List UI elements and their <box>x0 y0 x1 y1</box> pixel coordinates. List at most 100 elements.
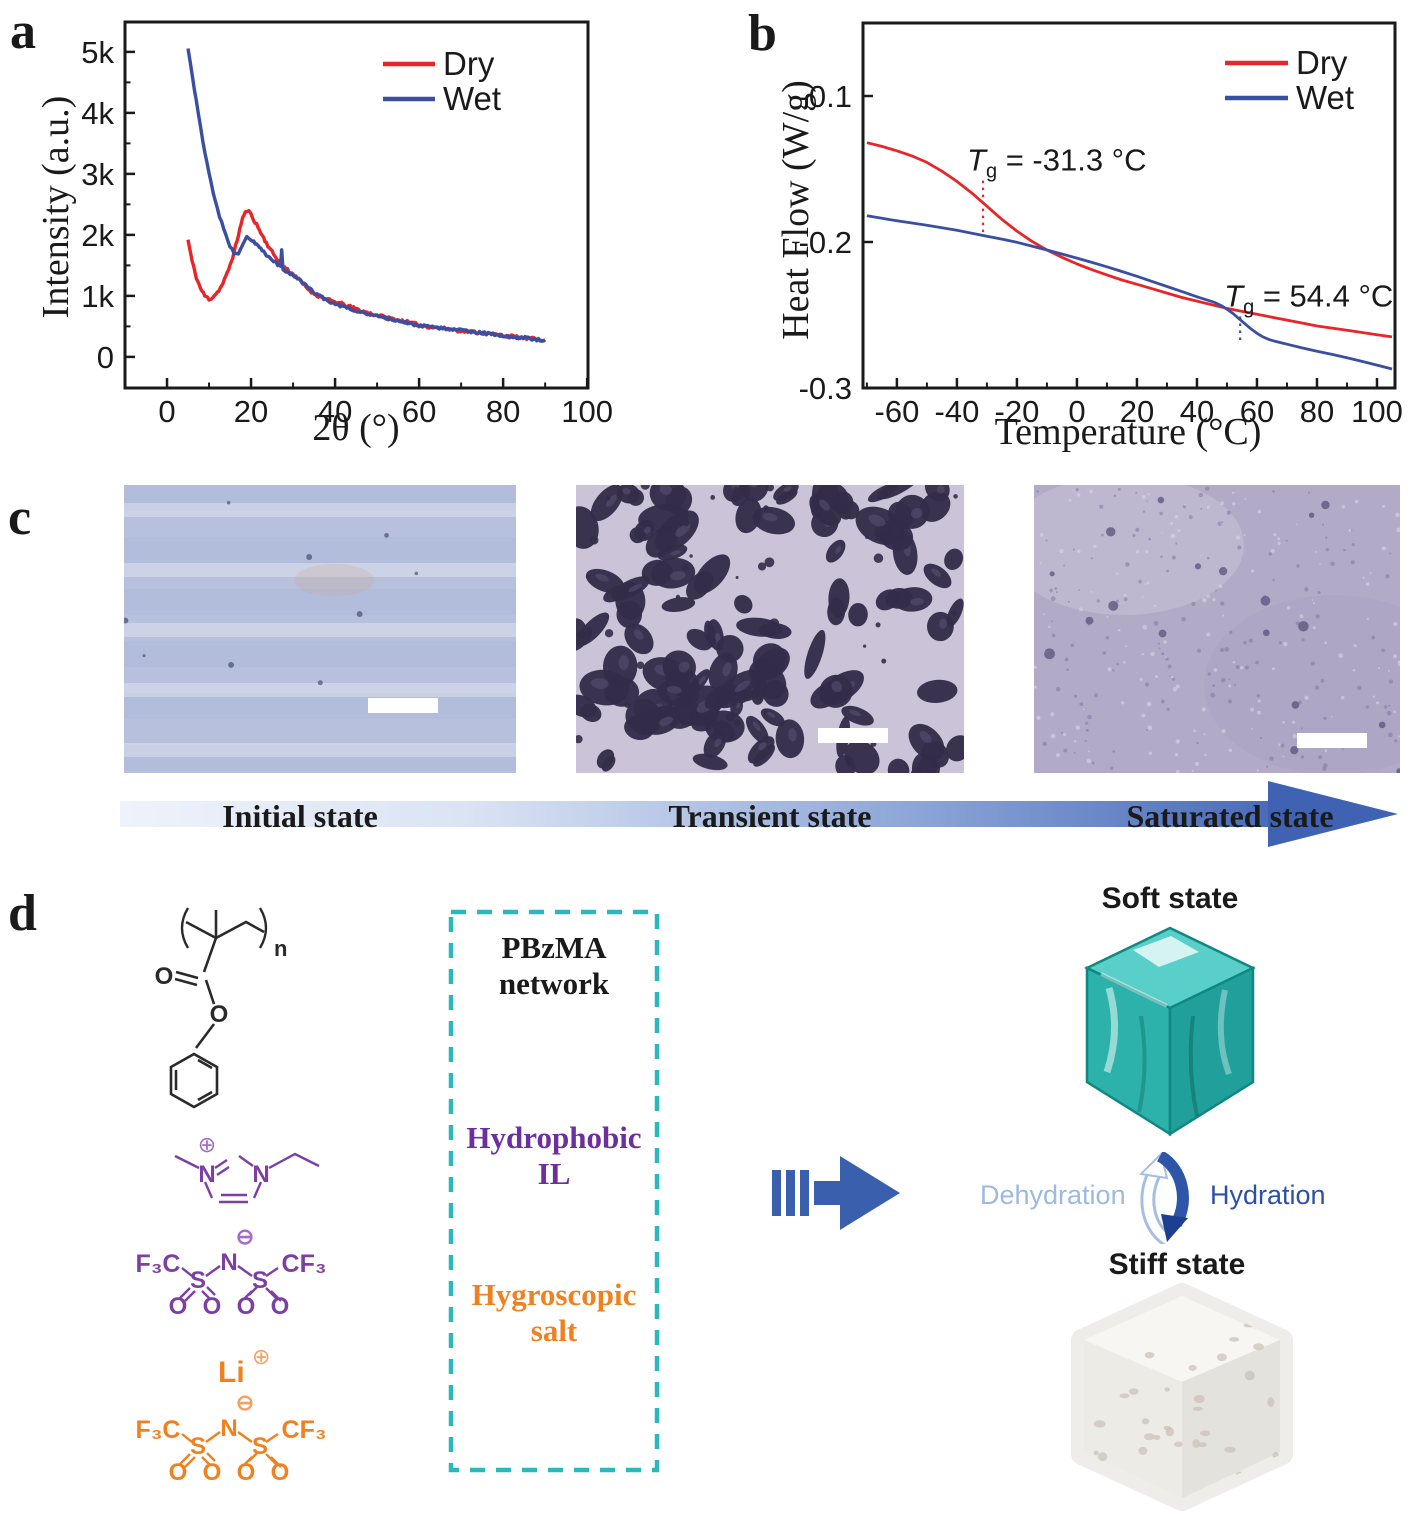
label-pbzma-line1: PBzMA <box>501 930 607 965</box>
soft-state-title: Soft state <box>1101 882 1239 915</box>
scale-bar <box>1297 733 1367 748</box>
svg-text:0: 0 <box>97 340 114 375</box>
svg-text:Tg = 54.4 °C: Tg = 54.4 °C <box>1224 278 1393 318</box>
svg-text:Dry: Dry <box>443 45 495 82</box>
tfsi-atom-cf3: CF₃ <box>282 1416 327 1444</box>
tfsi-atom-n: N <box>220 1249 237 1276</box>
state-transition-arrowhead-icon <box>1268 781 1398 847</box>
svg-text:-20: -20 <box>995 394 1040 429</box>
label-il-line1: Hydrophobic <box>466 1120 642 1155</box>
stiff-state-cube <box>1071 1283 1293 1511</box>
dsc-y-axis-label: Heat Flow (W/g) <box>775 80 817 340</box>
svg-text:3k: 3k <box>81 157 114 192</box>
svg-text:80: 80 <box>486 394 520 429</box>
lithium-cation-structure: Li ⊕ <box>218 1344 270 1389</box>
svg-text:20: 20 <box>1120 394 1154 429</box>
svg-text:0: 0 <box>1068 394 1085 429</box>
tfsi-atom-minus: ⊖ <box>236 1392 254 1415</box>
imidazolium-cation-structure: N N ⊕ <box>174 1136 320 1204</box>
svg-text:Wet: Wet <box>1296 79 1354 116</box>
dehydration-label: Dehydration <box>980 1180 1126 1210</box>
svg-text:Dry: Dry <box>1296 44 1348 81</box>
svg-text:-0.2: -0.2 <box>799 225 852 260</box>
dsc-chart: -60 -40 -20 0 20 40 60 80 100 -0.1 -0.2 -0.3 Tg = -3… <box>799 21 1403 429</box>
svg-text:-40: -40 <box>935 394 980 429</box>
svg-text:100: 100 <box>561 394 613 429</box>
label-pbzma-line2: network <box>498 966 610 1001</box>
label-salt-line2: salt <box>530 1313 578 1348</box>
pbzma-monomer-structure: O O n <box>155 907 287 1109</box>
tfsi-atom-s1: S <box>190 1433 206 1460</box>
label-salt-line1: Hygroscopic <box>471 1277 637 1312</box>
micrograph-initial-state <box>124 485 516 773</box>
svg-text:20: 20 <box>234 394 268 429</box>
micrograph-transient-texture <box>576 485 964 773</box>
label-initial-state: Initial state <box>222 798 378 834</box>
tfsi-atom-o3: O <box>237 1293 256 1318</box>
svg-text:40: 40 <box>318 394 352 429</box>
label-hygroscopic-salt: Hygroscopic salt <box>447 1277 661 1349</box>
svg-text:4k: 4k <box>81 96 114 131</box>
monomer-carbonyl-o-label: O <box>155 963 174 990</box>
tfsi-atom-o4: O <box>271 1293 290 1318</box>
soft-state-cube <box>1084 926 1256 1137</box>
cation-n-left-label: N <box>198 1161 215 1188</box>
svg-text:2k: 2k <box>81 218 114 253</box>
label-saturated-state: Saturated state <box>1126 798 1334 834</box>
tfsi-atom-minus: ⊖ <box>236 1226 254 1249</box>
tfsi-atom-s1: S <box>190 1267 206 1294</box>
tfsi-atom-o3: O <box>237 1459 256 1484</box>
cation-n-right-label: N <box>252 1161 269 1188</box>
cation-plus-charge-icon: ⊕ <box>198 1136 216 1157</box>
hydration-cycle-icon <box>1138 1152 1189 1244</box>
label-hydrophobic-il: Hydrophobic IL <box>447 1120 661 1192</box>
micrograph-saturated-state <box>1034 485 1400 773</box>
monomer-ester-o-label: O <box>210 1001 229 1028</box>
panel-c-letter: c <box>8 489 32 546</box>
li-plus-charge-icon: ⊕ <box>252 1344 270 1369</box>
scale-bar <box>368 698 438 713</box>
label-il-line2: IL <box>537 1156 571 1191</box>
svg-text:Wet: Wet <box>443 80 501 117</box>
component-box-border <box>448 909 660 1473</box>
svg-text:-60: -60 <box>875 394 920 429</box>
micrograph-transient-state <box>576 485 964 773</box>
svg-text:Tg = -31.3 °C: Tg = -31.3 °C <box>967 143 1146 183</box>
tfsi-atom-n: N <box>220 1415 237 1442</box>
svg-text:1k: 1k <box>81 279 114 314</box>
tfsi-atom-cf3: CF₃ <box>282 1250 327 1278</box>
hydration-label: Hydration <box>1210 1180 1326 1210</box>
stiff-state-title: Stiff state <box>1108 1248 1246 1281</box>
svg-text:60: 60 <box>1240 394 1274 429</box>
monomer-repeat-n-label: n <box>274 936 287 961</box>
label-transient-state: Transient state <box>668 798 872 834</box>
tfsi-atom-f3c: F₃C <box>136 1250 181 1278</box>
tfsi-atom-o1: O <box>169 1293 188 1318</box>
scale-bar <box>818 728 888 743</box>
svg-text:0: 0 <box>158 394 175 429</box>
tfsi-atom-o2: O <box>203 1459 222 1484</box>
svg-text:-0.1: -0.1 <box>799 79 852 114</box>
li-label: Li <box>218 1356 245 1389</box>
panel-b-letter: b <box>748 5 777 62</box>
state-transition-arrow <box>120 801 1270 827</box>
xrd-y-axis-label: Intensity (a.u.) <box>35 95 77 319</box>
label-pbzma-network: PBzMA network <box>447 930 661 1002</box>
tfsi-atom-o2: O <box>203 1293 222 1318</box>
tfsi-atom-o4: O <box>271 1459 290 1484</box>
panel-a-letter: a <box>10 3 36 60</box>
svg-text:100: 100 <box>1351 394 1403 429</box>
panel-d-letter: d <box>8 885 37 942</box>
xrd-x-axis-label: 2θ (°) <box>312 407 400 449</box>
svg-text:60: 60 <box>402 394 436 429</box>
micrograph-initial-texture <box>124 485 516 771</box>
svg-text:80: 80 <box>1300 394 1334 429</box>
svg-text:5k: 5k <box>81 35 114 70</box>
svg-text:40: 40 <box>1180 394 1214 429</box>
tfsi-atom-s2: S <box>252 1433 268 1460</box>
tfsi-atom-o1: O <box>169 1459 188 1484</box>
dsc-x-axis-label: Temperature (°C) <box>994 411 1262 453</box>
